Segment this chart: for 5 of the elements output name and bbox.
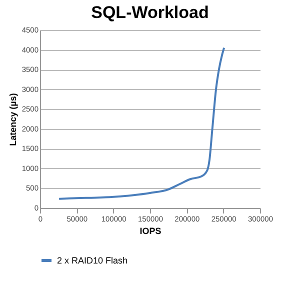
x-axis-title: IOPS xyxy=(140,226,162,236)
legend-label: 2 x RAID10 Flash xyxy=(57,256,128,266)
y-axis-title: Latency (µs) xyxy=(8,93,18,146)
chart-title: SQL-Workload xyxy=(91,3,209,22)
line-series xyxy=(58,46,226,200)
